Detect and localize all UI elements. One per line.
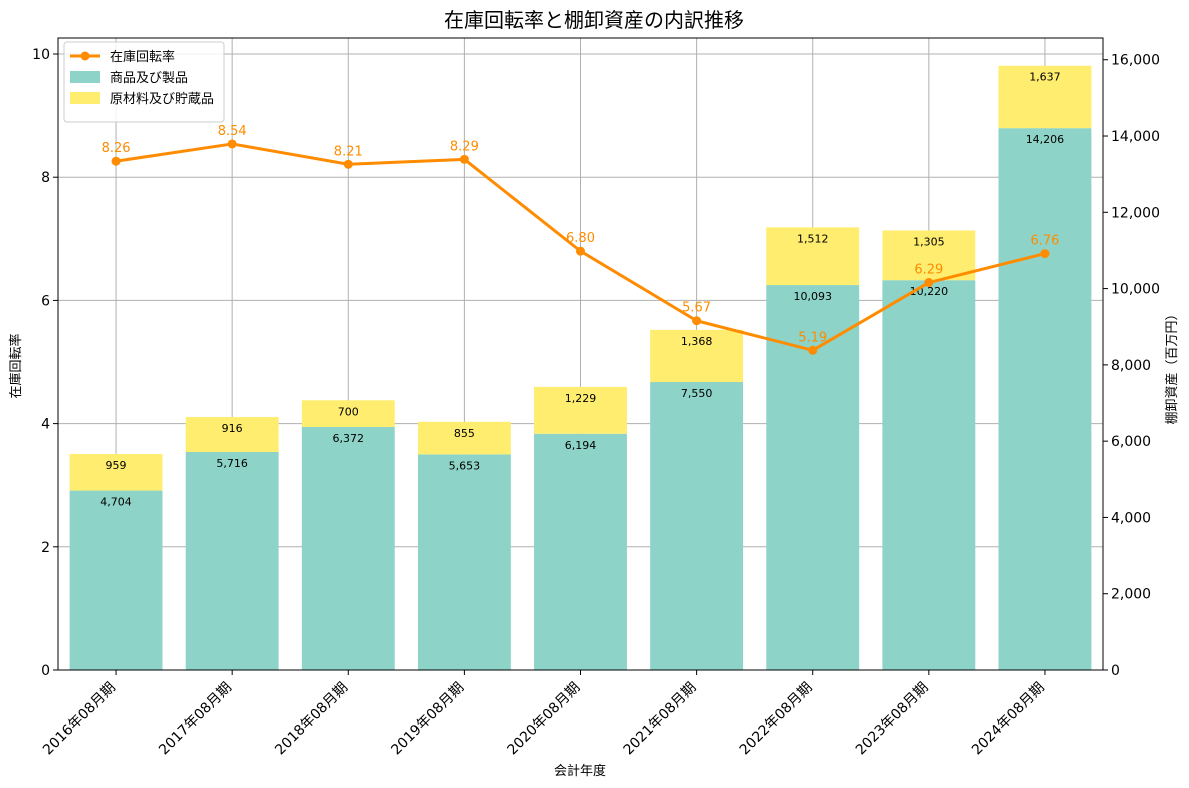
- y-left-tick-label: 2: [41, 540, 50, 556]
- line-point: [227, 139, 237, 149]
- line-point: [808, 345, 818, 355]
- y-right-tick-label: 10,000: [1111, 282, 1160, 298]
- bar-value-label: 1,637: [1029, 71, 1061, 84]
- bar: [417, 454, 511, 670]
- line-point: [459, 154, 469, 164]
- x-tick-label: 2024年08月期: [969, 680, 1048, 759]
- x-tick-label: 2018年08月期: [272, 680, 351, 759]
- bar: [69, 490, 163, 670]
- bar-value-label: 5,716: [216, 457, 248, 470]
- bar: [69, 454, 163, 491]
- bar-value-label: 5,653: [449, 459, 481, 472]
- legend-box: [63, 41, 225, 123]
- line-point: [1040, 249, 1050, 259]
- line-value-label: 8.26: [102, 141, 131, 156]
- bar-value-label: 1,229: [565, 392, 597, 405]
- line-value-label: 5.67: [682, 301, 711, 316]
- line-point: [692, 316, 702, 326]
- x-tick-label: 2021年08月期: [621, 680, 700, 759]
- bar-value-label: 6,372: [333, 432, 365, 445]
- line-value-label: 8.54: [218, 124, 247, 139]
- y-right-tick-label: 4,000: [1111, 510, 1151, 526]
- bar: [534, 433, 627, 670]
- legend-entry-label: 在庫回転率: [110, 49, 175, 65]
- bar: [650, 382, 744, 670]
- line-value-label: 8.21: [334, 144, 363, 159]
- bar-value-label: 1,512: [797, 232, 829, 245]
- y-axis-right-label: 棚卸資産（百万円）: [1164, 307, 1180, 424]
- line-point: [576, 246, 585, 256]
- bar-value-label: 4,704: [100, 496, 132, 509]
- bar-series: [69, 65, 1092, 671]
- x-tick-label: 2016年08月期: [40, 680, 119, 759]
- line-value-label: 6.29: [914, 263, 943, 278]
- x-axis-label: 会計年度: [554, 763, 606, 779]
- y-right-tick-label: 12,000: [1111, 205, 1160, 221]
- bar-value-label: 1,368: [681, 335, 713, 348]
- x-tick-label: 2020年08月期: [505, 680, 584, 759]
- bar: [998, 128, 1092, 671]
- x-tick-label: 2017年08月期: [156, 680, 235, 759]
- chart-title: 在庫回転率と棚卸資産の内訳推移: [444, 8, 744, 32]
- y-right-tick-label: 2,000: [1111, 587, 1151, 603]
- bar: [417, 421, 511, 455]
- bar-value-label: 959: [106, 459, 127, 472]
- y-left-tick-label: 6: [41, 293, 50, 309]
- y-right-tick-label: 14,000: [1111, 129, 1160, 145]
- line-value-label: 5.19: [798, 330, 827, 345]
- line-value-label: 8.29: [450, 139, 479, 154]
- bar-value-label: 10,093: [793, 290, 832, 303]
- bar-value-label: 14,206: [1026, 133, 1065, 146]
- bar-value-label: 855: [454, 427, 475, 440]
- bar: [185, 417, 279, 452]
- bar-value-label: 1,305: [913, 235, 945, 248]
- legend-entry-label: 商品及び製品: [110, 71, 188, 86]
- legend-line-marker: [80, 51, 90, 61]
- y-axis-left-label: 在庫回転率: [8, 333, 24, 398]
- x-tick-label: 2019年08月期: [388, 680, 467, 759]
- y-left-tick-label: 4: [41, 417, 50, 433]
- bar: [882, 280, 976, 670]
- y-right-tick-label: 0: [1111, 663, 1120, 679]
- x-tick-label: 2022年08月期: [737, 680, 816, 759]
- axes: [53, 37, 1108, 675]
- bar: [998, 65, 1092, 129]
- line-series: 8.26 8.54 8.21 8.29 6.80 5.67 5.19 6.29 6.76: [102, 124, 1059, 355]
- bar: [534, 386, 627, 434]
- legend-bar-swatch: [70, 71, 100, 83]
- y-left-tick-label: 10: [32, 47, 50, 63]
- y-right-tick-label: 6,000: [1111, 434, 1151, 450]
- y-right-tick-label: 8,000: [1111, 358, 1151, 374]
- bar-value-label: 6,194: [565, 439, 597, 452]
- bar: [650, 329, 744, 383]
- bar: [301, 426, 395, 670]
- bar: [766, 227, 860, 286]
- legend-entry-label: 原材料及び貯蔵品: [110, 92, 214, 107]
- legend-bar-swatch: [70, 92, 100, 104]
- bar-value-label: 916: [222, 422, 243, 435]
- line-point: [924, 278, 934, 288]
- bar: [185, 451, 279, 670]
- line-point: [111, 156, 121, 166]
- bar-value-label: 7,550: [681, 387, 713, 400]
- y-left-tick-label: 0: [41, 663, 50, 679]
- line-value-label: 6.80: [566, 231, 595, 246]
- line-value-label: 6.76: [1030, 234, 1059, 249]
- bar-value-label: 700: [338, 405, 359, 418]
- bar: [882, 230, 976, 281]
- y-left-tick-label: 8: [41, 170, 50, 186]
- y-right-tick-label: 16,000: [1111, 53, 1160, 69]
- line-point: [343, 159, 353, 169]
- bar: [301, 400, 395, 427]
- x-tick-label: 2023年08月期: [853, 680, 932, 759]
